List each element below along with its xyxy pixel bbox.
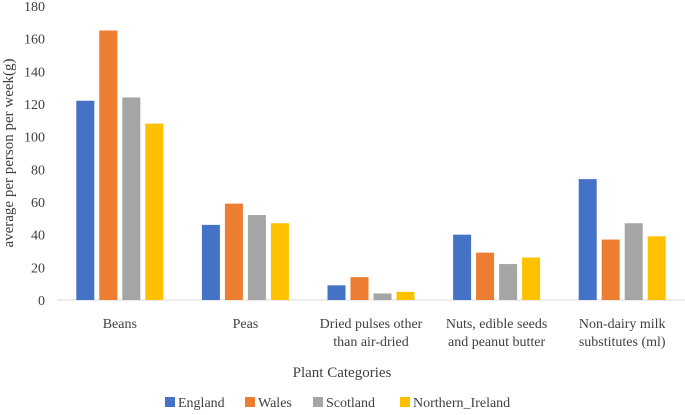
x-category-label-line: Nuts, edible seeds [446, 317, 547, 332]
bar-england [201, 224, 220, 300]
y-tick-label: 20 [31, 261, 45, 276]
bar-northern-ireland [647, 236, 666, 300]
bar-wales [476, 252, 495, 300]
bar-england [453, 234, 472, 300]
legend-label: Wales [258, 396, 292, 411]
x-category-label-line: Beans [103, 317, 137, 332]
bar-england [76, 100, 95, 300]
legend-label: Northern_Ireland [413, 396, 510, 411]
x-category-label-line: Peas [233, 317, 259, 332]
x-axis-title: Plant Categories [293, 365, 392, 381]
bar-northern-ireland [145, 123, 164, 300]
x-category-label: Non-dairy milk substitutes (ml) [579, 317, 666, 350]
y-axis-ticks: 0 20 40 60 80 100 120 140 160 180 [24, 0, 45, 309]
bar-scotland [122, 97, 141, 300]
y-tick-label: 140 [24, 65, 45, 80]
x-category-label-line: and peanut butter [448, 335, 546, 350]
legend-swatch-wales [245, 397, 255, 407]
bar-northern-ireland [396, 291, 415, 300]
y-tick-label: 160 [24, 33, 45, 48]
x-category-label-line: Dried pulses other [320, 317, 423, 332]
x-category-label: Nuts, edible seeds and peanut butter [446, 317, 547, 350]
legend-swatch-scotland [313, 397, 323, 407]
bar-england [578, 179, 597, 300]
bar-northern-ireland [522, 257, 541, 300]
bar-wales [224, 203, 243, 300]
x-category-label: Dried pulses other than air-dried [320, 317, 423, 350]
y-axis-title: average per person per week(g) [1, 58, 17, 247]
bar-northern-ireland [270, 223, 289, 300]
x-category-label-line: than air-dried [333, 335, 409, 350]
y-tick-label: 100 [24, 131, 45, 146]
bar-scotland [624, 223, 643, 300]
bars [76, 30, 666, 300]
legend-swatch-northern-ireland [400, 397, 410, 407]
bar-wales [601, 239, 620, 300]
bar-england [327, 285, 346, 300]
legend-label: England [178, 396, 225, 411]
x-category-label-line: Non-dairy milk [579, 317, 666, 332]
bar-wales [99, 30, 118, 300]
bar-scotland [373, 293, 392, 300]
bar-scotland [247, 215, 266, 300]
x-category-label-line: substitutes (ml) [579, 335, 666, 350]
y-tick-label: 180 [24, 0, 45, 15]
y-tick-label: 80 [31, 163, 45, 178]
legend-label: Scotland [326, 396, 375, 411]
y-tick-label: 60 [31, 196, 45, 211]
x-axis-category-labels: Beans Peas Dried pulses other than air-drie… [103, 317, 666, 350]
bar-wales [350, 277, 369, 300]
y-tick-label: 40 [31, 229, 45, 244]
x-category-label: Beans [103, 317, 137, 332]
bar-scotland [499, 264, 518, 300]
legend: England Wales Scotland Northern_Ireland [165, 396, 510, 411]
legend-swatch-england [165, 397, 175, 407]
y-tick-label: 120 [24, 98, 45, 113]
x-category-label: Peas [233, 317, 259, 332]
y-tick-label: 0 [38, 294, 45, 309]
